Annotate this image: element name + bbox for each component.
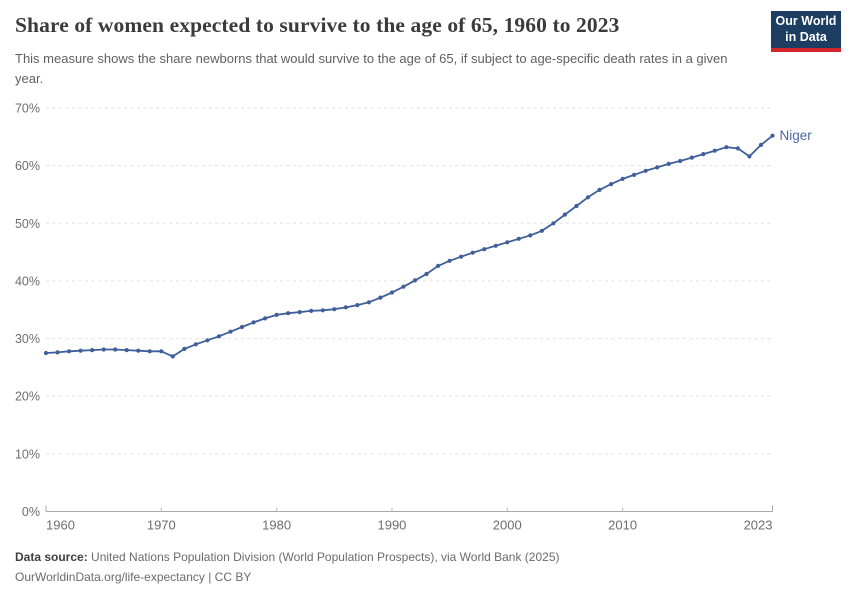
y-axis-label-60: 60% [15, 159, 40, 173]
data-point-1998[interactable] [482, 247, 487, 252]
data-point-1989[interactable] [378, 295, 383, 300]
data-point-1995[interactable] [447, 258, 452, 263]
data-point-2014[interactable] [666, 161, 671, 166]
x-axis-label-1960: 1960 [46, 518, 75, 533]
data-point-1982[interactable] [297, 310, 302, 315]
data-point-1990[interactable] [389, 290, 395, 295]
data-point-2016[interactable] [689, 155, 694, 160]
x-axis-label-1970: 1970 [147, 518, 176, 533]
y-axis-label-30: 30% [15, 332, 40, 346]
data-point-1960[interactable] [43, 350, 49, 356]
owid-logo-line2: in Data [785, 30, 827, 44]
data-point-1972[interactable] [182, 346, 187, 351]
data-point-2019[interactable] [724, 145, 729, 150]
data-point-1992[interactable] [412, 278, 418, 283]
data-point-1986[interactable] [343, 305, 348, 310]
data-point-2017[interactable] [701, 152, 706, 157]
data-point-1963[interactable] [78, 348, 83, 353]
data-point-1969[interactable] [147, 349, 152, 354]
x-axis-label-1980: 1980 [262, 518, 291, 533]
data-point-2004[interactable] [551, 221, 556, 226]
y-axis-label-50: 50% [15, 217, 40, 231]
data-point-1965[interactable] [101, 347, 106, 352]
data-point-1984[interactable] [320, 308, 325, 313]
data-point-1967[interactable] [124, 348, 129, 353]
y-axis-label-20: 20% [15, 390, 40, 404]
data-point-2012[interactable] [643, 168, 648, 173]
x-axis-label-2023: 2023 [744, 518, 773, 533]
x-axis-label-2010: 2010 [608, 518, 637, 533]
data-point-2020[interactable] [735, 146, 741, 151]
data-point-2015[interactable] [678, 158, 683, 164]
data-point-2010[interactable] [620, 176, 625, 181]
data-source-text: United Nations Population Division (Worl… [87, 550, 560, 564]
data-point-1979[interactable] [263, 316, 268, 321]
data-point-2009[interactable] [609, 182, 614, 187]
data-point-2013[interactable] [655, 165, 660, 170]
y-axis-label-0: 0% [22, 505, 40, 519]
owid-logo-line1: Our World [775, 14, 837, 28]
data-point-2021[interactable] [747, 154, 752, 159]
x-axis-label-1990: 1990 [377, 518, 406, 533]
data-point-2008[interactable] [597, 187, 602, 192]
data-point-1991[interactable] [401, 284, 406, 289]
data-line-niger[interactable] [45, 134, 774, 358]
data-point-1977[interactable] [239, 324, 245, 330]
data-point-1999[interactable] [493, 243, 498, 248]
y-axis-label-10: 10% [15, 447, 40, 461]
data-point-1961[interactable] [55, 350, 60, 355]
data-point-1974[interactable] [205, 338, 210, 343]
data-point-1978[interactable] [251, 320, 256, 325]
data-point-1993[interactable] [424, 271, 429, 277]
line-chart[interactable]: 0% 10% 20% 30% 40% 50% 60% 70% 1960 1970 1980 1990 2… [0, 0, 850, 540]
owid-logo[interactable]: Our World in Data [771, 11, 841, 52]
chart-title: Share of women expected to survive to th… [15, 13, 620, 37]
data-point-1996[interactable] [459, 254, 464, 259]
data-point-2001[interactable] [516, 236, 521, 241]
data-point-1973[interactable] [193, 342, 198, 347]
entity-label-niger[interactable]: Niger [780, 128, 813, 143]
data-point-2006[interactable] [574, 203, 579, 209]
y-axis-label-40: 40% [15, 274, 40, 288]
data-point-2005[interactable] [562, 212, 568, 217]
data-point-2007[interactable] [585, 195, 591, 200]
data-point-1985[interactable] [332, 307, 337, 312]
data-point-2018[interactable] [712, 148, 717, 153]
data-point-1976[interactable] [228, 329, 233, 334]
data-point-1981[interactable] [286, 311, 291, 316]
data-point-1975[interactable] [216, 334, 222, 339]
data-point-2023[interactable] [770, 133, 775, 138]
data-point-1987[interactable] [355, 303, 360, 308]
data-point-2002[interactable] [528, 233, 533, 238]
x-axis-label-2000: 2000 [493, 518, 522, 533]
chart-subtitle: This measure shows the share newborns th… [15, 51, 728, 87]
data-point-1970[interactable] [159, 349, 164, 354]
data-point-2011[interactable] [632, 172, 637, 177]
data-point-1966[interactable] [113, 347, 118, 352]
data-point-1971[interactable] [170, 354, 175, 359]
data-point-2000[interactable] [505, 240, 510, 245]
data-point-1968[interactable] [136, 348, 141, 353]
data-point-1983[interactable] [309, 308, 314, 313]
data-point-2022[interactable] [758, 142, 764, 147]
data-source-label: Data source: [15, 550, 88, 564]
data-point-1997[interactable] [470, 250, 475, 255]
data-point-1994[interactable] [436, 263, 441, 268]
y-axis-label-70: 70% [15, 102, 40, 116]
chart-footer: Data source: United Nations Population D… [15, 547, 835, 587]
data-point-1964[interactable] [90, 348, 95, 353]
data-source-line: Data source: United Nations Population D… [15, 547, 835, 567]
data-point-2003[interactable] [539, 228, 545, 233]
data-point-1980[interactable] [274, 312, 279, 317]
data-point-1962[interactable] [67, 349, 72, 354]
license-line[interactable]: OurWorldinData.org/life-expectancy | CC … [15, 570, 252, 584]
data-point-1988[interactable] [366, 300, 371, 305]
